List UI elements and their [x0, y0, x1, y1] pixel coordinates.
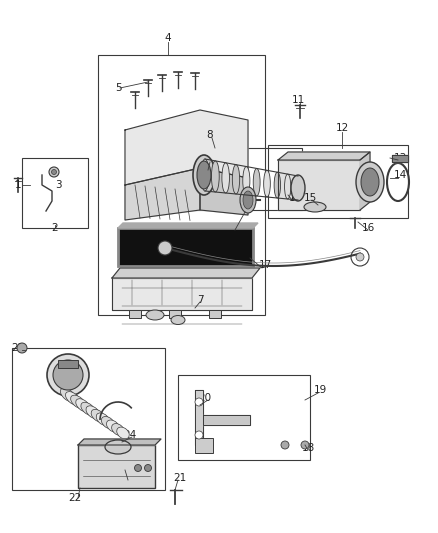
Bar — [12, 348, 165, 490]
Text: 12: 12 — [336, 123, 349, 133]
Text: 13: 13 — [393, 153, 406, 163]
Polygon shape — [360, 152, 370, 210]
Bar — [98, 55, 265, 315]
Ellipse shape — [243, 166, 250, 195]
Bar — [209, 310, 221, 318]
Polygon shape — [125, 110, 248, 185]
Polygon shape — [200, 168, 248, 215]
Ellipse shape — [171, 316, 185, 325]
Text: 18: 18 — [301, 443, 314, 453]
Ellipse shape — [105, 440, 131, 454]
Text: 14: 14 — [393, 170, 406, 180]
Ellipse shape — [71, 395, 85, 409]
Bar — [169, 310, 181, 318]
Ellipse shape — [60, 388, 76, 402]
Text: 1: 1 — [15, 180, 21, 190]
Text: 11: 11 — [291, 95, 304, 105]
Bar — [195, 438, 213, 453]
Polygon shape — [112, 278, 252, 310]
Ellipse shape — [96, 413, 110, 425]
Text: 21: 21 — [173, 473, 187, 483]
Text: 6: 6 — [245, 205, 251, 215]
Text: 25: 25 — [11, 343, 25, 353]
Ellipse shape — [361, 168, 379, 196]
Bar — [178, 375, 310, 460]
Text: 17: 17 — [258, 260, 272, 270]
Polygon shape — [278, 160, 360, 210]
Text: 5: 5 — [115, 83, 121, 93]
Polygon shape — [203, 415, 250, 425]
Text: 20: 20 — [198, 393, 212, 403]
Ellipse shape — [66, 392, 81, 405]
Ellipse shape — [86, 406, 100, 419]
Circle shape — [134, 464, 141, 472]
Text: 22: 22 — [68, 493, 81, 503]
Text: 7: 7 — [197, 295, 203, 305]
Ellipse shape — [112, 424, 124, 435]
Circle shape — [145, 464, 152, 472]
Bar — [78, 445, 155, 488]
Polygon shape — [118, 223, 258, 228]
Circle shape — [195, 398, 203, 406]
Ellipse shape — [106, 420, 120, 432]
Ellipse shape — [264, 171, 270, 197]
Ellipse shape — [76, 399, 90, 412]
Text: 16: 16 — [361, 223, 374, 233]
Ellipse shape — [201, 159, 209, 191]
Polygon shape — [392, 155, 408, 162]
Bar — [195, 148, 302, 210]
Ellipse shape — [212, 161, 219, 192]
Polygon shape — [112, 268, 260, 278]
Text: 8: 8 — [207, 130, 213, 140]
Text: 3: 3 — [55, 180, 61, 190]
Ellipse shape — [295, 176, 301, 200]
Ellipse shape — [243, 191, 253, 209]
Polygon shape — [125, 168, 200, 220]
Polygon shape — [195, 390, 203, 445]
Circle shape — [281, 441, 289, 449]
Ellipse shape — [146, 310, 164, 320]
Text: 10: 10 — [289, 193, 301, 203]
Ellipse shape — [117, 427, 129, 439]
Bar — [129, 310, 141, 318]
Bar — [268, 145, 408, 218]
Polygon shape — [278, 152, 370, 160]
Text: 2: 2 — [52, 223, 58, 233]
Ellipse shape — [91, 409, 105, 422]
Text: 19: 19 — [313, 385, 327, 395]
Text: 23: 23 — [118, 473, 132, 483]
Circle shape — [17, 343, 27, 353]
Text: 9: 9 — [201, 163, 208, 173]
Ellipse shape — [81, 402, 95, 415]
Bar — [58, 360, 78, 368]
Ellipse shape — [53, 360, 83, 390]
Circle shape — [301, 441, 309, 449]
Text: 4: 4 — [165, 33, 171, 43]
Bar — [118, 228, 253, 266]
Ellipse shape — [232, 165, 240, 194]
Ellipse shape — [222, 163, 230, 193]
Ellipse shape — [291, 175, 305, 201]
Ellipse shape — [193, 155, 215, 195]
Bar — [118, 228, 253, 266]
Text: 24: 24 — [124, 430, 137, 440]
Ellipse shape — [47, 354, 89, 396]
Circle shape — [52, 169, 57, 174]
Polygon shape — [78, 439, 161, 445]
Ellipse shape — [101, 416, 115, 429]
Ellipse shape — [285, 174, 291, 199]
Ellipse shape — [274, 172, 281, 198]
Ellipse shape — [253, 168, 260, 196]
Ellipse shape — [240, 187, 256, 213]
Circle shape — [356, 253, 364, 261]
Circle shape — [49, 167, 59, 177]
Bar — [22, 158, 88, 228]
Circle shape — [158, 241, 172, 255]
Ellipse shape — [197, 161, 211, 189]
Text: 15: 15 — [304, 193, 317, 203]
Circle shape — [195, 431, 203, 439]
Ellipse shape — [356, 162, 384, 202]
Ellipse shape — [304, 202, 326, 212]
